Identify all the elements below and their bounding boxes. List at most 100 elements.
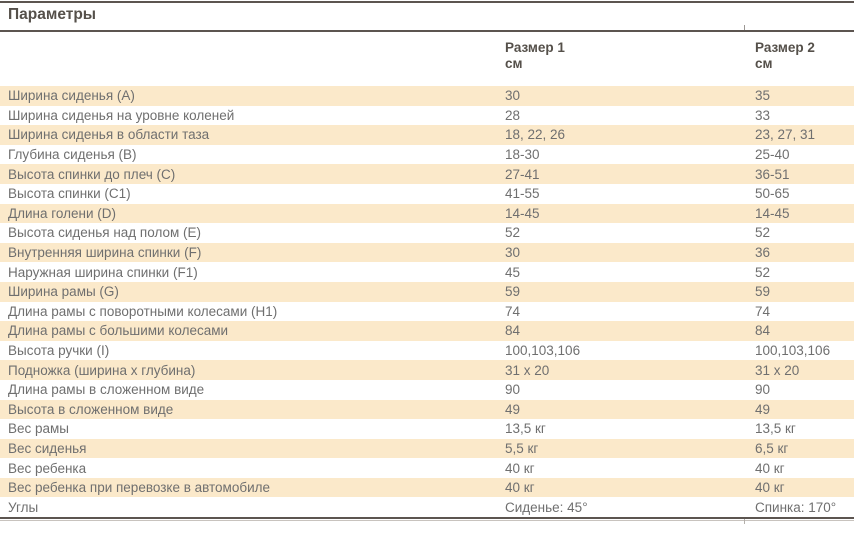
row-label: Вес рамы bbox=[8, 421, 70, 437]
row-label: Углы bbox=[8, 499, 39, 515]
row-size1-value: 30 bbox=[505, 88, 521, 104]
row-size2-value: 36-51 bbox=[755, 166, 790, 182]
row-size2-value: 52 bbox=[755, 264, 771, 280]
row-size1-value: 49 bbox=[505, 401, 521, 417]
row-size1-value: 18-30 bbox=[505, 147, 540, 163]
row-size1-value: 40 кг bbox=[505, 480, 535, 496]
row-size2-value: 90 bbox=[755, 382, 771, 398]
row-size2-value: 23, 27, 31 bbox=[755, 127, 816, 143]
row-label: Высота сиденья над полом (E) bbox=[8, 225, 202, 241]
row-size1-value: 59 bbox=[505, 284, 521, 300]
row-size1-value: 13,5 кг bbox=[505, 421, 546, 437]
row-label: Вес сиденья bbox=[8, 440, 87, 456]
row-label: Длина голени (D) bbox=[8, 205, 116, 221]
column-header-size2-label: Размер 2 bbox=[755, 40, 815, 55]
table-row: Длина рамы с большими колесами 84 84 bbox=[0, 321, 854, 341]
row-size2-value: 49 bbox=[755, 401, 771, 417]
row-size1-value: 30 bbox=[505, 245, 521, 261]
table-row: Высота ручки (I) 100,103,106 100,103,106 bbox=[0, 341, 854, 361]
row-label: Наружная ширина спинки (F1) bbox=[8, 264, 198, 280]
row-size2-value: 35 bbox=[755, 88, 771, 104]
row-label: Глубина сиденья (B) bbox=[8, 147, 137, 163]
row-label: Высота ручки (I) bbox=[8, 343, 110, 359]
row-size2-value: 13,5 кг bbox=[755, 421, 796, 437]
row-label: Ширина сиденья на уровне коленей bbox=[8, 107, 235, 123]
table-row: Наружная ширина спинки (F1) 45 52 bbox=[0, 262, 854, 282]
row-label: Внутренняя ширина спинки (F) bbox=[8, 245, 202, 261]
row-size2-value: 33 bbox=[755, 107, 771, 123]
table-row: Вес сиденья 5,5 кг 6,5 кг bbox=[0, 438, 854, 459]
row-size2-value: 40 кг bbox=[755, 460, 785, 476]
table-row: Высота спинки (C1) 41-55 50-65 bbox=[0, 184, 854, 204]
table-row: Длина рамы в сложенном виде 90 90 bbox=[0, 380, 854, 400]
row-label: Длина рамы с большими колесами bbox=[8, 323, 229, 339]
table-row: Ширина сиденья в области таза 18, 22, 26… bbox=[0, 125, 854, 145]
column-divider-tick-bottom bbox=[744, 519, 745, 524]
row-size1-value: 31 х 20 bbox=[505, 362, 550, 378]
row-label: Ширина рамы (G) bbox=[8, 284, 119, 300]
row-size1-value: 90 bbox=[505, 382, 521, 398]
row-label: Высота спинки (C1) bbox=[8, 186, 131, 202]
table-row: Высота спинки до плеч (C) 27-41 36-51 bbox=[0, 164, 854, 184]
row-label: Длина рамы в сложенном виде bbox=[8, 382, 205, 398]
row-size1-value: 45 bbox=[505, 264, 521, 280]
row-size2-value: 50-65 bbox=[755, 186, 790, 202]
row-label: Ширина сиденья (А) bbox=[8, 88, 135, 104]
column-divider-tick-top bbox=[744, 25, 745, 30]
row-size2-value: Спинка: 170° bbox=[755, 499, 837, 515]
column-header-size1-label: Размер 1 bbox=[505, 40, 565, 55]
row-label: Вес ребенка при перевозке в автомобиле bbox=[8, 480, 271, 496]
table-row: Внутренняя ширина спинки (F) 30 36 bbox=[0, 242, 854, 263]
table-row: Ширина рамы (G) 59 59 bbox=[0, 281, 854, 302]
row-size1-value: Сиденье: 45° bbox=[505, 499, 588, 515]
row-size1-value: 28 bbox=[505, 107, 521, 123]
row-size1-value: 52 bbox=[505, 225, 521, 241]
row-size1-value: 41-55 bbox=[505, 186, 540, 202]
table-header: Размер 1 см Размер 2 см bbox=[0, 32, 854, 86]
row-size1-value: 18, 22, 26 bbox=[505, 127, 566, 143]
row-size2-value: 36 bbox=[755, 245, 771, 261]
column-header-size2-unit: см bbox=[755, 56, 773, 71]
table-row: Вес ребенка при перевозке в автомобиле 4… bbox=[0, 477, 854, 498]
table-row: Ширина сиденья (А) 30 35 bbox=[0, 86, 854, 106]
table-row: Высота в сложенном виде 49 49 bbox=[0, 399, 854, 420]
row-size2-value: 84 bbox=[755, 323, 771, 339]
row-size1-value: 84 bbox=[505, 323, 521, 339]
row-size2-value: 31 х 20 bbox=[755, 362, 800, 378]
row-size1-value: 74 bbox=[505, 303, 521, 319]
table-row: Углы Сиденье: 45° Спинка: 170° bbox=[0, 497, 854, 517]
row-size1-value: 14-45 bbox=[505, 205, 540, 221]
row-size1-value: 100,103,106 bbox=[505, 343, 581, 359]
table-row: Вес ребенка 40 кг 40 кг bbox=[0, 458, 854, 478]
bottom-divider bbox=[0, 517, 854, 519]
parameters-table: Ширина сиденья (А) 30 35 Ширина сиденья … bbox=[0, 86, 854, 517]
row-size2-value: 40 кг bbox=[755, 480, 785, 496]
row-label: Вес ребенка bbox=[8, 460, 87, 476]
table-row: Глубина сиденья (B) 18-30 25-40 bbox=[0, 145, 854, 165]
top-divider bbox=[0, 1, 854, 3]
row-label: Ширина сиденья в области таза bbox=[8, 127, 210, 143]
row-size1-value: 5,5 кг bbox=[505, 440, 539, 456]
column-header-size2: Размер 2 см bbox=[744, 32, 854, 72]
table-row: Вес рамы 13,5 кг 13,5 кг bbox=[0, 419, 854, 439]
table-row: Высота сиденья над полом (E) 52 52 bbox=[0, 223, 854, 243]
row-size2-value: 74 bbox=[755, 303, 771, 319]
row-size2-value: 14-45 bbox=[755, 205, 790, 221]
table-row: Длина голени (D) 14-45 14-45 bbox=[0, 203, 854, 224]
row-label: Подножка (ширина х глубина) bbox=[8, 362, 196, 378]
row-size2-value: 6,5 кг bbox=[755, 440, 789, 456]
bottom-divider-shadow bbox=[0, 520, 854, 521]
row-size1-value: 27-41 bbox=[505, 166, 540, 182]
row-label: Высота спинки до плеч (C) bbox=[8, 166, 176, 182]
row-label: Длина рамы с поворотными колесами (H1) bbox=[8, 303, 278, 319]
row-size2-value: 100,103,106 bbox=[755, 343, 831, 359]
row-size2-value: 59 bbox=[755, 284, 771, 300]
row-size2-value: 25-40 bbox=[755, 147, 790, 163]
page-title: Параметры bbox=[8, 6, 97, 23]
title-divider bbox=[0, 30, 854, 32]
table-row: Ширина сиденья на уровне коленей 28 33 bbox=[0, 106, 854, 126]
row-size2-value: 52 bbox=[755, 225, 771, 241]
row-label: Высота в сложенном виде bbox=[8, 401, 174, 417]
table-row: Подножка (ширина х глубина) 31 х 20 31 х… bbox=[0, 360, 854, 380]
